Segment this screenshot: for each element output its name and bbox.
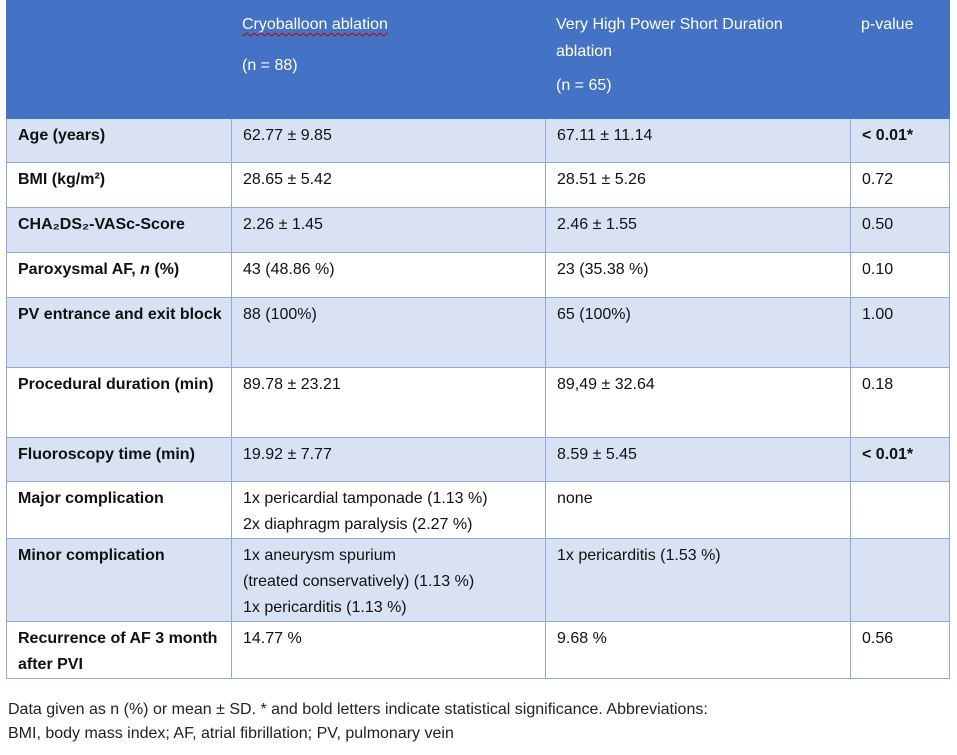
table-header: Cryoballoon ablation (n = 88) Very High …	[6, 0, 950, 119]
header-row: Cryoballoon ablation (n = 88) Very High …	[6, 0, 950, 119]
cryo-value-line: 1x pericarditis (1.13 %)	[243, 599, 407, 616]
header-empty-cell	[6, 0, 232, 119]
header-pvalue: p-value	[850, 0, 950, 119]
table-row: Age (years) 62.77 ± 9.85 67.11 ± 11.14 <…	[6, 118, 950, 163]
header-cryoballoon-title: Cryoballoon ablation	[242, 16, 388, 33]
p-value: 0.56	[850, 621, 950, 679]
cryo-value: 89.78 ± 23.21	[231, 367, 546, 438]
row-label: Age (years)	[6, 118, 232, 163]
row-label: Paroxysmal AF, n (%)	[6, 252, 232, 298]
cryo-value: 62.77 ± 9.85	[231, 118, 546, 163]
results-table-container: Cryoballoon ablation (n = 88) Very High …	[6, 0, 950, 679]
vhpsd-value: none	[545, 481, 851, 539]
row-label: Procedural duration (min)	[6, 367, 232, 438]
header-vhpsd: Very High Power Short Duration ablation …	[545, 0, 851, 119]
cryo-value: 1x aneurysm spurium (treated conservativ…	[231, 538, 546, 622]
p-value: 0.10	[850, 252, 950, 298]
cryo-value: 28.65 ± 5.42	[231, 162, 546, 208]
header-pvalue-title: p-value	[861, 16, 914, 33]
vhpsd-value: 9.68 %	[545, 621, 851, 679]
header-vhpsd-title: Very High Power Short Duration ablation	[556, 16, 783, 60]
cryo-value: 2.26 ± 1.45	[231, 207, 546, 253]
p-value: < 0.01*	[850, 437, 950, 482]
row-label: Minor complication	[6, 538, 232, 622]
table-row: Recurrence of AF 3 month after PVI 14.77…	[6, 621, 950, 679]
row-label-tail: (%)	[149, 261, 180, 278]
cryo-value-line: 1x pericardial tamponade (1.13 %)	[243, 490, 488, 507]
table-row: CHA₂DS₂-VASc-Score 2.26 ± 1.45 2.46 ± 1.…	[6, 207, 950, 253]
cryo-value: 43 (48.86 %)	[231, 252, 546, 298]
table-row: Fluoroscopy time (min) 19.92 ± 7.77 8.59…	[6, 437, 950, 482]
vhpsd-value: 67.11 ± 11.14	[545, 118, 851, 163]
comparison-table: Cryoballoon ablation (n = 88) Very High …	[6, 0, 950, 679]
row-label: CHA₂DS₂-VASc-Score	[6, 207, 232, 253]
table-row: PV entrance and exit block 88 (100%) 65 …	[6, 297, 950, 368]
row-label: Major complication	[6, 481, 232, 539]
footnote-line: Data given as n (%) or mean ± SD. * and …	[8, 701, 708, 718]
table-row: Procedural duration (min) 89.78 ± 23.21 …	[6, 367, 950, 438]
cryo-value-line: 1x aneurysm spurium	[243, 547, 396, 564]
vhpsd-value: 23 (35.38 %)	[545, 252, 851, 298]
vhpsd-value: 89,49 ± 32.64	[545, 367, 851, 438]
cryo-value-line: 2x diaphragm paralysis (2.27 %)	[243, 516, 473, 533]
row-label-main: Paroxysmal AF,	[18, 261, 141, 278]
table-row: Minor complication 1x aneurysm spurium (…	[6, 538, 950, 622]
vhpsd-value: 2.46 ± 1.55	[545, 207, 851, 253]
vhpsd-value: 1x pericarditis (1.53 %)	[545, 538, 851, 622]
cryo-value: 1x pericardial tamponade (1.13 %) 2x dia…	[231, 481, 546, 539]
cryo-value-line: (treated conservatively) (1.13 %)	[243, 573, 475, 590]
table-row: Major complication 1x pericardial tampon…	[6, 481, 950, 539]
vhpsd-value: 28.51 ± 5.26	[545, 162, 851, 208]
cryo-value: 19.92 ± 7.77	[231, 437, 546, 482]
row-label: BMI (kg/m²)	[6, 162, 232, 208]
header-vhpsd-n: (n = 65)	[556, 77, 612, 94]
table-row: Paroxysmal AF, n (%) 43 (48.86 %) 23 (35…	[6, 252, 950, 298]
row-label-italic: n	[140, 261, 150, 278]
p-value: 1.00	[850, 297, 950, 368]
row-label: Recurrence of AF 3 month after PVI	[6, 621, 232, 679]
row-label: PV entrance and exit block	[6, 297, 232, 368]
p-value: 0.18	[850, 367, 950, 438]
vhpsd-value: 65 (100%)	[545, 297, 851, 368]
table-row: BMI (kg/m²) 28.65 ± 5.42 28.51 ± 5.26 0.…	[6, 162, 950, 208]
p-value: < 0.01*	[850, 118, 950, 163]
cryo-value: 88 (100%)	[231, 297, 546, 368]
table-footnote: Data given as n (%) or mean ± SD. * and …	[8, 698, 908, 746]
p-value: 0.72	[850, 162, 950, 208]
p-value	[850, 481, 950, 539]
p-value: 0.50	[850, 207, 950, 253]
header-cryoballoon-n: (n = 88)	[242, 57, 298, 74]
vhpsd-value: 8.59 ± 5.45	[545, 437, 851, 482]
p-value	[850, 538, 950, 622]
footnote-line: BMI, body mass index; AF, atrial fibrill…	[8, 725, 454, 742]
header-cryoballoon: Cryoballoon ablation (n = 88)	[231, 0, 546, 119]
row-label: Fluoroscopy time (min)	[6, 437, 232, 482]
cryo-value: 14.77 %	[231, 621, 546, 679]
